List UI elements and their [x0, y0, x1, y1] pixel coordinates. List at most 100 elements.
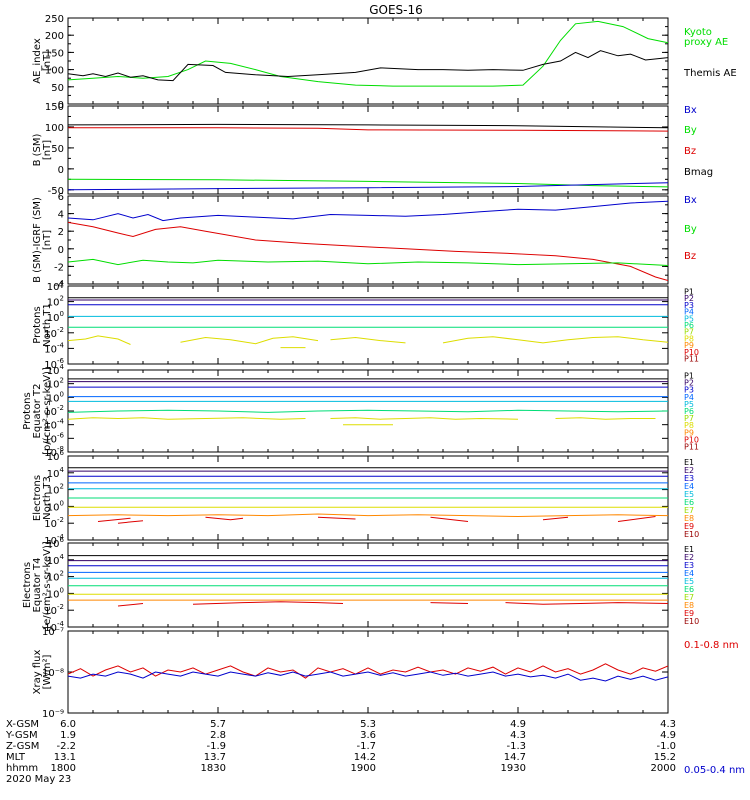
panel-3: -4 -2 0 2 4 6 B (SM)-IGRF (SM) [nT] Bx By Bz	[32, 192, 697, 291]
legend-label: P8	[684, 421, 694, 430]
data-series	[192, 601, 344, 605]
y-axis-label: [nT]	[42, 230, 53, 250]
data-series	[68, 182, 668, 191]
y-axis-label: AE_index	[32, 38, 43, 84]
x-tick-value: -2.2	[56, 741, 76, 752]
data-series	[68, 258, 668, 266]
legend-label: E3	[684, 561, 694, 570]
legend-label: By	[684, 224, 697, 235]
data-series	[180, 336, 319, 345]
panel-frame	[67, 105, 669, 195]
data-series	[68, 513, 668, 518]
legend-label: E9	[684, 522, 694, 531]
panel-8: 10⁻⁹ 10⁻⁸ 10⁻⁷ Xray flux [W/m²] 0.1-0.8 nm 0.0…	[32, 627, 745, 776]
x-tick-value: 5.7	[210, 719, 226, 730]
data-series	[68, 663, 668, 679]
y-axis-label: B (SM)-IGRF (SM)	[32, 197, 43, 283]
y-axis-label: [W/m²]	[42, 654, 53, 689]
data-series	[205, 516, 244, 521]
legend-label: P3	[684, 301, 694, 310]
legend-label: P5	[684, 400, 694, 409]
legend-label: P4	[684, 308, 694, 317]
legend-label: E8	[684, 514, 694, 523]
x-row-label: hhmm	[6, 763, 38, 774]
y-axis-label: B (SM)	[32, 133, 43, 166]
y-tick-label: 0	[58, 100, 64, 111]
y-axis-label: Equator T4	[32, 558, 43, 613]
x-tick-value: 13.7	[204, 752, 226, 763]
x-row-label: MLT	[6, 752, 26, 763]
x-tick-value: 1830	[201, 763, 226, 774]
data-series	[68, 50, 668, 82]
y-tick-label: -2	[54, 262, 64, 273]
y-tick-label: 6	[58, 192, 64, 203]
data-series	[542, 516, 569, 521]
x-tick-value: -1.7	[356, 741, 376, 752]
data-series	[555, 417, 656, 420]
legend-label: E6	[684, 498, 694, 507]
series-group	[68, 20, 668, 87]
legend-label: E10	[684, 530, 699, 539]
y-tick-label: 150	[45, 48, 64, 59]
y-axis-label: Protons	[32, 306, 43, 343]
data-series	[68, 417, 306, 420]
y-tick-label: 100	[45, 123, 64, 134]
y-tick-label: 250	[45, 14, 64, 25]
legend-label: P11	[684, 355, 699, 364]
series-group	[68, 378, 668, 426]
data-series	[68, 20, 668, 87]
x-tick-value: -1.3	[506, 741, 526, 752]
data-series	[68, 178, 668, 188]
legend-label: Themis AE	[683, 68, 737, 79]
y-tick-label: 106	[47, 449, 65, 463]
x-tick-value: 13.1	[54, 752, 76, 763]
y-axis-label: Electrons	[32, 475, 43, 521]
data-series	[430, 602, 469, 604]
data-series	[68, 123, 668, 129]
data-series	[68, 127, 668, 132]
data-series	[68, 335, 131, 345]
x-tick-value: 14.7	[504, 752, 526, 763]
data-series	[97, 517, 131, 522]
x-row-label: X-GSM	[6, 719, 39, 730]
y-tick-label: 200	[45, 31, 64, 42]
data-series	[68, 409, 668, 413]
legend-label: P6	[684, 407, 694, 416]
legend-label: E9	[684, 609, 694, 618]
legend-label: E5	[684, 577, 694, 586]
legend-label: Bx	[684, 195, 697, 206]
x-tick-value: 4.3	[660, 719, 676, 730]
y-axis-label: [p/(cm²-s-sr-keV)]	[42, 367, 53, 455]
data-series	[442, 336, 668, 344]
x-tick-value: 1900	[351, 763, 376, 774]
y-tick-label: 10⁻⁹	[42, 709, 64, 720]
x-tick-value: 3.6	[360, 730, 376, 741]
legend-label: Kyoto	[684, 27, 712, 38]
legend-label: P2	[684, 294, 694, 303]
x-tick-value: 14.2	[354, 752, 376, 763]
panel-2: -50 0 50 100 150 B (SM) [nT] Bx By Bz Bmag	[32, 102, 713, 197]
legend-label: E4	[684, 482, 694, 491]
series-group	[68, 123, 668, 191]
legend-label: E2	[684, 466, 694, 475]
legend-label: E7	[684, 593, 694, 602]
y-tick-label: 50	[51, 144, 64, 155]
x-tick-value: 15.2	[654, 752, 676, 763]
y-tick-label: 0	[58, 165, 64, 176]
legend-label: E6	[684, 585, 694, 594]
legend-label: Bx	[684, 105, 697, 116]
y-tick-label: 4	[58, 210, 64, 221]
legend-label: By	[684, 125, 697, 136]
x-tick-value: 2000	[651, 763, 676, 774]
y-tick-label: -50	[48, 186, 64, 197]
panel-frame	[67, 195, 669, 285]
legend-label: E4	[684, 569, 694, 578]
legend-label: P6	[684, 321, 694, 330]
y-axis-label: [nT]	[42, 140, 53, 160]
legend-label: P5	[684, 314, 694, 323]
y-tick-label: 10⁻⁷	[42, 627, 64, 638]
legend-label: E1	[684, 458, 694, 467]
